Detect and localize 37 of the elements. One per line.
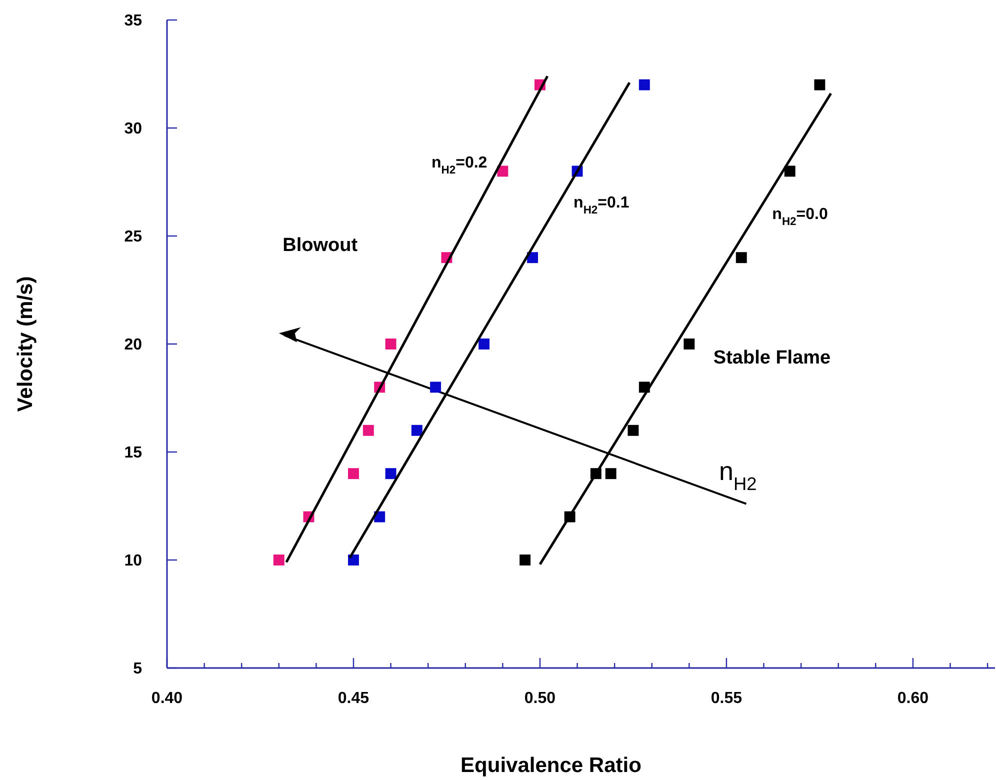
point	[362, 424, 374, 436]
point	[784, 166, 796, 177]
series-label: n$_{H2}$=0.2	[432, 154, 488, 176]
x-tick-label: 0.55	[710, 690, 742, 707]
point	[430, 382, 442, 393]
annotation: Blowout	[282, 235, 358, 256]
point	[478, 338, 490, 350]
x-tick-label: 0.45	[338, 690, 370, 707]
point	[628, 424, 639, 436]
point	[348, 554, 359, 566]
point	[385, 338, 396, 350]
y-tick-label: 25	[124, 228, 142, 246]
y-tick-label: 5	[133, 660, 142, 678]
x-tick-label: 0.60	[897, 690, 929, 707]
point	[605, 468, 616, 480]
y-axis-title: Velocity (m/s)	[14, 276, 37, 412]
point	[520, 554, 531, 566]
series-label: n$_{H2}$=0.0	[772, 206, 828, 228]
point	[638, 79, 650, 90]
point	[385, 468, 396, 480]
point	[736, 252, 747, 264]
annotation: n$_{H2}$	[719, 456, 757, 494]
point	[411, 424, 422, 436]
y-tick-label: 20	[124, 336, 142, 354]
y-tick-label: 15	[124, 444, 142, 462]
point	[684, 338, 695, 350]
point	[348, 468, 359, 480]
point	[814, 79, 826, 90]
x-tick-label: 0.50	[524, 690, 556, 707]
annotation: Stable Flame	[713, 347, 831, 368]
point	[273, 554, 284, 566]
series-label: n$_{H2}$=0.1	[574, 194, 630, 216]
x-tick-label: 0.40	[151, 690, 183, 707]
y-tick-label: 30	[124, 120, 142, 138]
y-tick-label: 10	[124, 552, 142, 570]
x-axis-title: Equivalence Ratio	[460, 754, 642, 777]
y-tick-label: 35	[124, 12, 142, 30]
